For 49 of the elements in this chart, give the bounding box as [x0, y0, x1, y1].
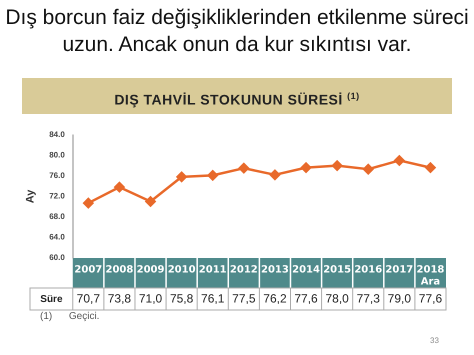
point: [270, 170, 280, 180]
data-label: 77,5: [232, 291, 256, 306]
y-tick-label: 76.0: [49, 171, 66, 180]
point: [332, 160, 342, 171]
data-label: 73,8: [108, 291, 132, 306]
y-axis-title: Ay: [24, 188, 37, 204]
data-label: 79,0: [388, 291, 412, 306]
x-tick-label: 2018 Ara: [416, 264, 444, 288]
point: [83, 198, 94, 208]
chart-subtitle: DIŞ TAHVİL STOKUNUN SÜRESİ $^{(1)}$: [22, 78, 452, 114]
data-label: 78,0: [325, 291, 350, 306]
chart-title: Dış borcun faiz değişikliklerinden etkilenme süreci uzun. Ancak onun da kur sıkıntısı var.: [4, 5, 470, 58]
x-tick-label: 2013: [261, 264, 289, 276]
x-tick-label: 2014: [292, 264, 320, 276]
point: [145, 196, 156, 207]
text: Süre: [40, 294, 63, 305]
point: [425, 162, 436, 173]
data-label: 77,6: [418, 291, 442, 306]
y-tick-label: 64.0: [49, 232, 66, 242]
data-label: 77,3: [356, 291, 380, 306]
y-tick-label: 60.0: [49, 253, 66, 262]
y-tick-label: 68.0: [49, 212, 66, 222]
point: [176, 172, 187, 182]
data-label: 77,6: [294, 291, 318, 306]
text: 33: [430, 336, 439, 345]
y-tick-label: 84.0: [49, 130, 66, 140]
x-tick-label: 2016: [354, 264, 382, 276]
x-tick-label: 2015: [323, 264, 352, 276]
y-tick-label: 72.0: [49, 192, 66, 201]
data-label: 76,2: [263, 291, 287, 306]
point: [114, 182, 125, 192]
data-label: 75,8: [170, 291, 194, 306]
x-tick-label: 2010: [168, 264, 196, 276]
point: [300, 162, 312, 173]
point: [238, 162, 250, 174]
x-tick-label: 2009: [136, 264, 164, 276]
x-tick-label: 2012: [230, 264, 258, 276]
data-label: 76,1: [201, 291, 225, 306]
x-tick-label: 2011: [198, 264, 227, 276]
x-tick-label: 2017: [385, 264, 414, 276]
point: [362, 164, 374, 174]
y-tick-label: 80.0: [49, 150, 66, 160]
data-label: 71,0: [138, 291, 163, 306]
data-label: 70,7: [76, 291, 100, 306]
point: [394, 155, 405, 166]
point: [207, 170, 218, 181]
text: (1) Geçici.: [40, 311, 100, 322]
x-tick-label: 2008: [106, 264, 134, 276]
x-tick-label: 2007: [74, 264, 102, 276]
